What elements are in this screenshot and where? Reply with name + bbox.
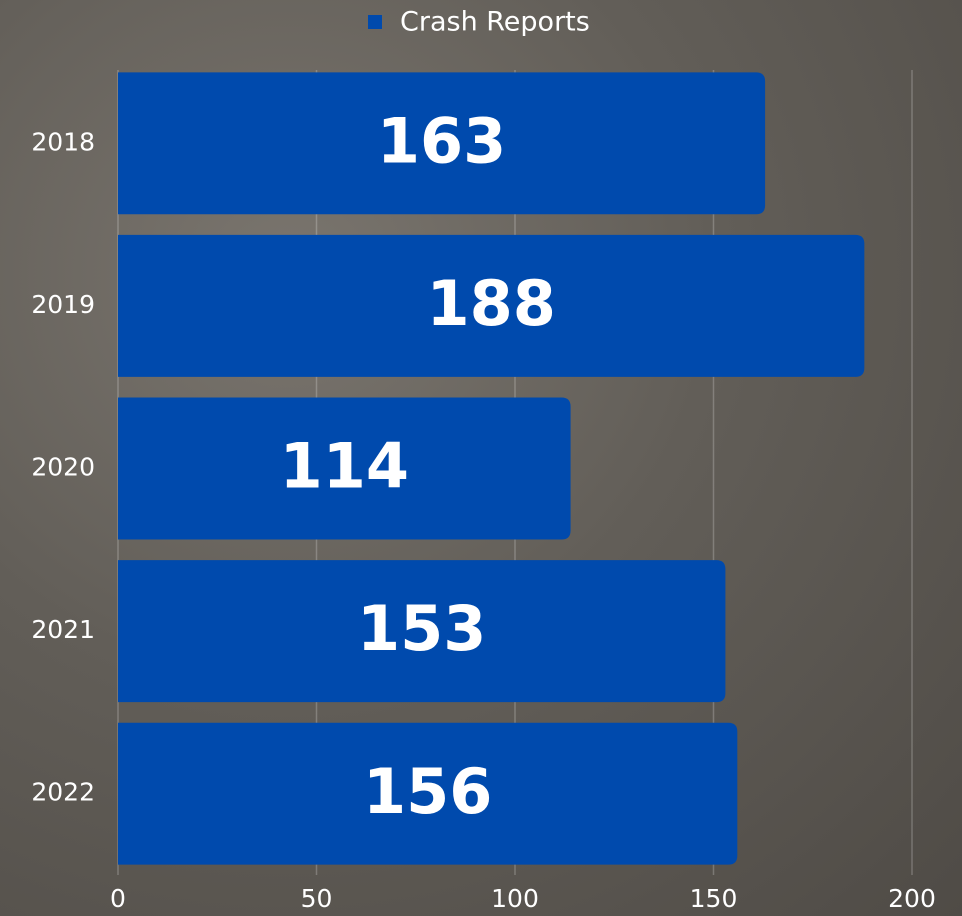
x-tick-label: 150 (690, 884, 738, 913)
value-label: 153 (357, 592, 486, 665)
bar (118, 722, 738, 865)
bar (118, 72, 766, 215)
x-tick-label: 200 (888, 884, 936, 913)
y-tick-label: 2018 (31, 127, 95, 156)
y-tick-label: 2021 (31, 615, 95, 644)
bar (118, 397, 571, 540)
value-label: 163 (377, 104, 506, 177)
x-tick-label: 0 (110, 884, 126, 913)
value-label: 156 (363, 755, 492, 828)
y-tick-label: 2022 (31, 778, 95, 807)
x-tick-label: 100 (491, 884, 539, 913)
value-label: 188 (426, 267, 555, 340)
value-label: 114 (280, 430, 409, 503)
bar (118, 560, 726, 703)
legend-label: Crash Reports (400, 7, 590, 38)
x-tick-label: 50 (301, 884, 333, 913)
legend-swatch (368, 15, 382, 29)
y-tick-label: 2020 (31, 453, 95, 482)
bar (118, 234, 865, 377)
y-tick-label: 2019 (31, 290, 95, 319)
